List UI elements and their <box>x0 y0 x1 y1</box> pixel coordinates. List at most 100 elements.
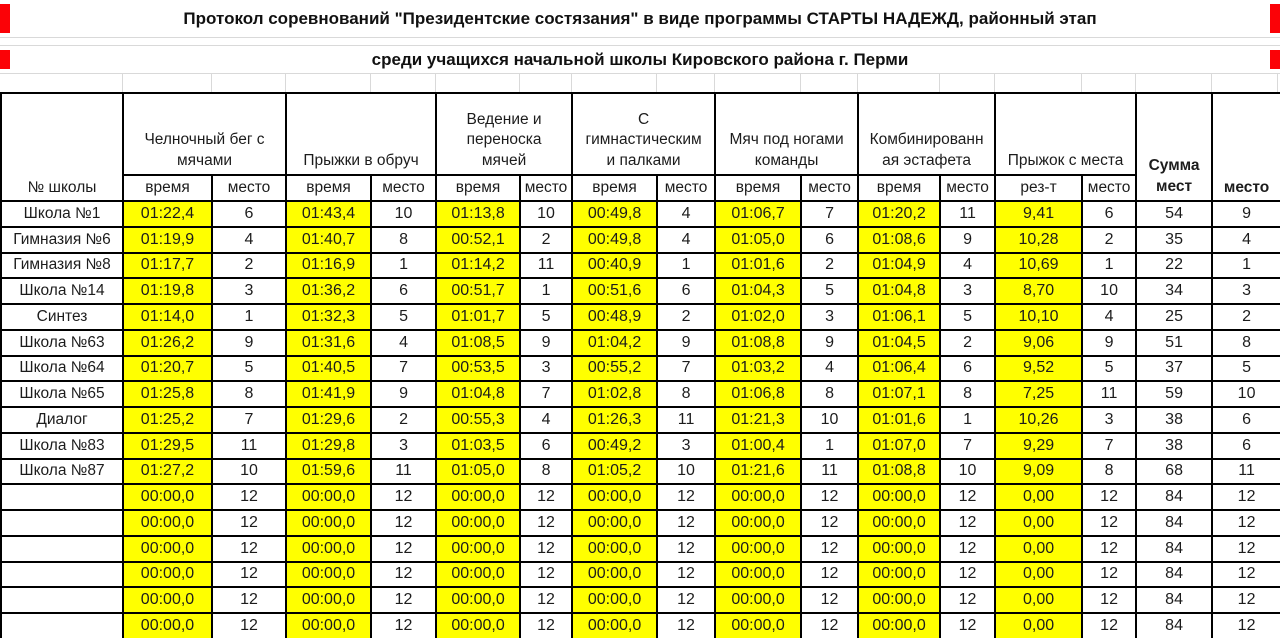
sub-header-place: место <box>800 174 860 202</box>
result-place-cell: 12 <box>370 483 438 511</box>
result-value-cell: 01:04,2 <box>571 328 659 357</box>
result-place-cell: 7 <box>211 406 288 434</box>
result-value-cell: 0,00 <box>994 509 1084 537</box>
sum-of-places-cell: 84 <box>1135 509 1214 537</box>
result-value-cell: 01:03,2 <box>714 354 803 383</box>
faint-gridline <box>1277 74 1278 92</box>
table-row: Синтез 01:14,0 1 01:32,3 5 01:01,7 5 00:48,9 2 01… <box>0 303 1280 331</box>
result-place-cell: 1 <box>939 406 997 434</box>
faint-gridline <box>656 74 657 92</box>
result-value-cell: 0,00 <box>994 534 1084 563</box>
result-place-cell: 12 <box>800 612 860 638</box>
result-place-cell: 3 <box>800 303 860 331</box>
result-value-cell: 00:00,0 <box>857 534 942 563</box>
result-value-cell: 00:00,0 <box>285 586 373 614</box>
result-value-cell: 01:06,8 <box>714 380 803 408</box>
result-value-cell: 9,29 <box>994 431 1084 460</box>
sum-of-places-cell: 68 <box>1135 457 1214 486</box>
result-value-cell: 01:03,5 <box>435 431 522 460</box>
faint-gridline <box>800 74 801 92</box>
result-place-cell: 10 <box>370 200 438 228</box>
result-place-cell: 12 <box>800 560 860 589</box>
final-place-cell: 4 <box>1211 225 1280 254</box>
result-value-cell: 01:20,2 <box>857 200 942 228</box>
result-value-cell: 01:27,2 <box>122 457 213 486</box>
result-place-cell: 12 <box>800 483 860 511</box>
result-place-cell: 9 <box>211 328 288 357</box>
school-name-cell <box>0 534 124 563</box>
result-place-cell: 12 <box>211 586 288 614</box>
school-name-cell <box>0 560 124 589</box>
result-place-cell: 12 <box>1081 483 1138 511</box>
final-place-cell: 11 <box>1211 457 1280 486</box>
result-place-cell: 12 <box>1081 534 1138 563</box>
result-place-cell: 2 <box>939 328 997 357</box>
result-place-cell: 5 <box>370 303 438 331</box>
col-header-final-place: место <box>1211 92 1280 202</box>
result-place-cell: 3 <box>519 354 574 383</box>
result-place-cell: 11 <box>656 406 717 434</box>
result-place-cell: 7 <box>656 354 717 383</box>
result-value-cell: 01:07,1 <box>857 380 942 408</box>
result-place-cell: 6 <box>211 200 288 228</box>
sub-header-place: место <box>1081 174 1138 202</box>
result-place-cell: 12 <box>800 534 860 563</box>
result-value-cell: 01:29,8 <box>285 431 373 460</box>
result-value-cell: 01:32,3 <box>285 303 373 331</box>
sum-of-places-cell: 84 <box>1135 586 1214 614</box>
result-value-cell: 00:00,0 <box>857 612 942 638</box>
result-value-cell: 01:22,4 <box>122 200 213 228</box>
result-place-cell: 12 <box>939 483 997 511</box>
result-place-cell: 2 <box>1081 225 1138 254</box>
result-place-cell: 11 <box>800 457 860 486</box>
result-place-cell: 12 <box>519 534 574 563</box>
sum-of-places-cell: 38 <box>1135 406 1214 434</box>
result-place-cell: 5 <box>939 303 997 331</box>
result-place-cell: 12 <box>211 560 288 589</box>
col-header-school: № школы <box>0 92 124 202</box>
event-header: Мяч под ногами команды <box>714 92 860 176</box>
result-value-cell: 01:19,8 <box>122 277 213 305</box>
result-value-cell: 01:21,3 <box>714 406 803 434</box>
sum-of-places-cell: 84 <box>1135 560 1214 589</box>
result-place-cell: 12 <box>939 509 997 537</box>
sub-header-result: время <box>435 174 522 202</box>
table-row: Школа №65 01:25,8 8 01:41,9 9 01:04,8 7 01:02,8… <box>0 380 1280 408</box>
result-value-cell: 00:00,0 <box>571 509 659 537</box>
faint-gridline <box>122 74 123 92</box>
final-place-cell: 12 <box>1211 560 1280 589</box>
result-place-cell: 9 <box>1081 328 1138 357</box>
result-place-cell: 12 <box>939 586 997 614</box>
result-place-cell: 2 <box>370 406 438 434</box>
sub-header-place: место <box>211 174 288 202</box>
result-value-cell: 01:08,8 <box>714 328 803 357</box>
faint-gridline <box>370 74 371 92</box>
result-place-cell: 12 <box>519 560 574 589</box>
result-place-cell: 6 <box>519 431 574 460</box>
final-place-cell: 8 <box>1211 328 1280 357</box>
table-row: Школа №87 01:27,2 10 01:59,6 11 01:05,0 8 01:05… <box>0 457 1280 486</box>
result-place-cell: 7 <box>800 200 860 228</box>
result-value-cell: 00:00,0 <box>571 586 659 614</box>
sum-of-places-cell: 59 <box>1135 380 1214 408</box>
final-place-cell: 12 <box>1211 509 1280 537</box>
result-place-cell: 4 <box>370 328 438 357</box>
result-place-cell: 7 <box>939 431 997 460</box>
result-value-cell: 00:53,5 <box>435 354 522 383</box>
red-cell-marker <box>1270 50 1280 69</box>
table-row: Школа №83 01:29,5 11 01:29,8 3 01:03,5 6 00:49,… <box>0 431 1280 460</box>
result-value-cell: 0,00 <box>994 612 1084 638</box>
result-value-cell: 10,69 <box>994 251 1084 280</box>
final-place-cell: 2 <box>1211 303 1280 331</box>
result-value-cell: 01:17,7 <box>122 251 213 280</box>
result-value-cell: 00:00,0 <box>122 534 213 563</box>
result-place-cell: 8 <box>370 225 438 254</box>
result-value-cell: 00:00,0 <box>857 560 942 589</box>
faint-gridline <box>519 74 520 92</box>
result-value-cell: 01:25,8 <box>122 380 213 408</box>
school-name-cell: Синтез <box>0 303 124 331</box>
result-value-cell: 00:00,0 <box>285 509 373 537</box>
result-value-cell: 01:05,0 <box>435 457 522 486</box>
result-value-cell: 01:36,2 <box>285 277 373 305</box>
red-cell-marker <box>1270 4 1280 33</box>
